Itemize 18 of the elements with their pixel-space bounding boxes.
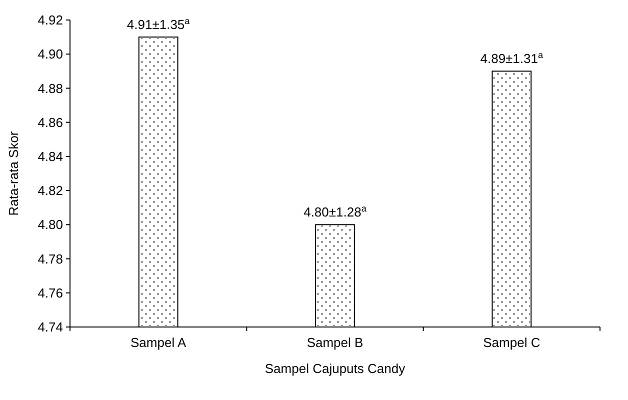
x-tick-label: Sampel A bbox=[130, 335, 186, 350]
x-axis-title: Sampel Cajuputs Candy bbox=[264, 361, 406, 376]
y-tick-label: 4.82 bbox=[38, 183, 63, 198]
data-label: 4.89±1.31$^{a}$ bbox=[480, 50, 544, 66]
y-tick-label: 4.80 bbox=[38, 217, 63, 232]
y-tick-label: 4.76 bbox=[38, 285, 63, 300]
data-label: 4.80±1.28$^{a}$ bbox=[304, 204, 368, 220]
y-tick-label: 4.92 bbox=[38, 12, 63, 28]
x-tick-label: Sampel B bbox=[306, 335, 364, 350]
y-axis-title: Rata-rata Skor bbox=[6, 130, 21, 216]
x-tick-label: Sampel C bbox=[483, 335, 540, 350]
y-tick-label: 4.88 bbox=[38, 80, 63, 96]
y-tick-label: 4.74 bbox=[38, 320, 63, 335]
y-tick-label: 4.78 bbox=[38, 251, 63, 266]
y-tick-label: 4.90 bbox=[38, 46, 63, 62]
y-tick-label: 4.84 bbox=[38, 148, 63, 164]
data-label: 4.91±1.35$^{a}$ bbox=[126, 16, 191, 32]
y-tick-label: 4.86 bbox=[38, 114, 63, 130]
